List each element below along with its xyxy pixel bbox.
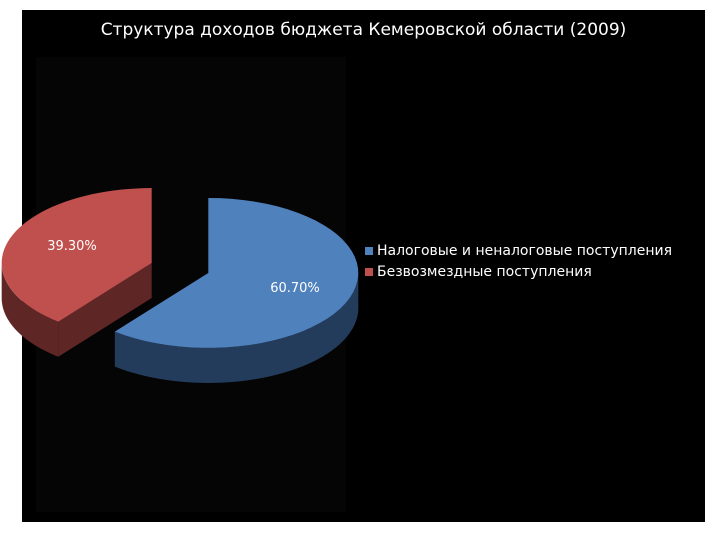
pie-slice-1-side-0 bbox=[1, 263, 59, 357]
pie-slice-1 bbox=[1, 188, 152, 322]
legend-label-grants: Безвозмездные поступления bbox=[377, 263, 592, 280]
pie-slice-0-side-0 bbox=[114, 272, 359, 383]
pie-slice-1-wall-start bbox=[58, 263, 152, 357]
legend-swatch-tax bbox=[365, 246, 373, 255]
pie-slice-0 bbox=[114, 197, 359, 348]
legend-item-tax: Налоговые и неналоговые поступления bbox=[365, 240, 672, 261]
chart-title: Структура доходов бюджета Кемеровской об… bbox=[100, 20, 627, 40]
data-label-0: 60.70% bbox=[270, 281, 320, 296]
legend-item-grants: Безвозмездные поступления bbox=[365, 261, 672, 282]
data-label-1: 39.30% bbox=[47, 239, 97, 254]
legend-label-tax: Налоговые и неналоговые поступления bbox=[377, 242, 673, 259]
legend: Налоговые и неналоговые поступления Безв… bbox=[365, 240, 672, 282]
legend-swatch-grants bbox=[365, 267, 373, 276]
